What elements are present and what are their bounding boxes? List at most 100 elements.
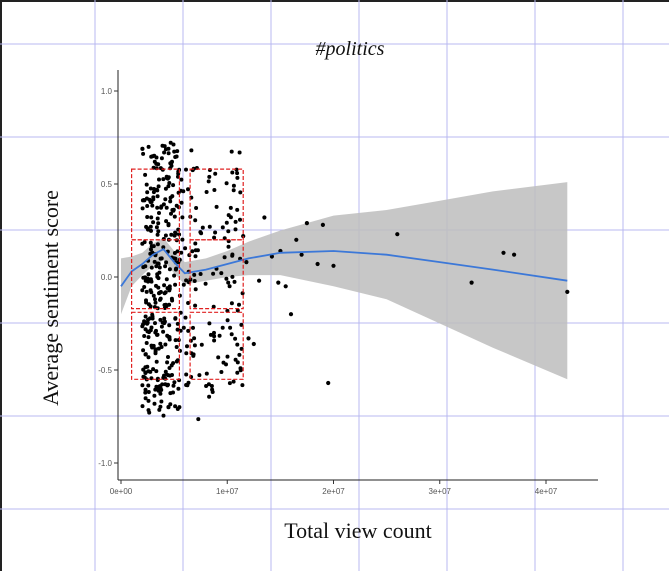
data-point (196, 417, 201, 422)
data-point (162, 283, 167, 288)
data-point (155, 205, 160, 210)
data-point (230, 274, 235, 279)
data-point (141, 348, 146, 353)
data-point (211, 271, 216, 276)
data-point (192, 279, 197, 283)
data-point (219, 370, 224, 374)
data-point (193, 254, 198, 259)
data-point (171, 183, 176, 188)
data-point (164, 174, 169, 179)
data-point (212, 338, 217, 343)
data-point (183, 315, 188, 320)
data-point (143, 314, 148, 319)
data-point (237, 302, 241, 307)
data-point (156, 221, 161, 226)
data-point (146, 383, 151, 388)
data-point (162, 144, 167, 149)
data-point (193, 248, 198, 253)
y-tick-label: 0.0 (101, 273, 113, 282)
data-point (208, 332, 213, 337)
data-point (213, 171, 218, 176)
x-tick-label: 4e+07 (535, 487, 558, 496)
data-point (198, 230, 203, 235)
data-point (140, 324, 145, 329)
data-point (200, 225, 205, 230)
data-point (163, 342, 168, 347)
data-point (155, 216, 160, 221)
data-point (224, 276, 229, 281)
data-point (469, 280, 474, 285)
data-point (154, 384, 159, 389)
data-point (511, 252, 517, 257)
data-point (565, 289, 570, 294)
data-point (184, 278, 189, 283)
data-point (149, 215, 154, 220)
data-point (140, 404, 145, 409)
data-point (156, 261, 161, 266)
data-point (207, 224, 212, 229)
data-point (169, 363, 174, 368)
y-axis-label: Average sentiment score (38, 190, 63, 406)
data-point (262, 215, 267, 220)
data-point (238, 217, 242, 222)
data-point (226, 229, 231, 234)
data-point (222, 255, 227, 260)
data-point (228, 325, 233, 330)
x-tick-label: 0e+00 (110, 487, 133, 496)
data-point (232, 279, 237, 284)
data-point (168, 402, 173, 407)
data-point (189, 148, 194, 153)
data-point (180, 215, 185, 220)
data-point (167, 323, 172, 328)
y-tick-label: -1.0 (98, 459, 112, 468)
data-point (148, 240, 153, 245)
data-point (239, 322, 244, 327)
data-point (230, 253, 235, 258)
data-point (145, 329, 150, 334)
data-point (165, 360, 170, 365)
data-point (146, 272, 151, 277)
data-point (157, 265, 162, 270)
data-point (143, 390, 148, 395)
data-point (174, 359, 179, 364)
data-point (143, 172, 148, 177)
data-point (193, 303, 198, 308)
data-point (166, 373, 170, 378)
data-point (143, 352, 148, 357)
data-point (235, 175, 240, 180)
data-point (166, 355, 170, 359)
data-point (163, 302, 168, 307)
data-point (176, 386, 181, 391)
data-point (238, 190, 243, 195)
data-point (146, 335, 151, 340)
data-point (197, 373, 202, 378)
data-point (172, 214, 177, 219)
smooth-line (120, 247, 568, 287)
data-point (180, 237, 185, 242)
data-point (167, 284, 172, 289)
data-point (220, 225, 225, 230)
data-point (153, 330, 158, 335)
data-point (148, 186, 153, 191)
data-point (213, 230, 218, 235)
data-point (173, 404, 178, 409)
data-point (145, 321, 150, 326)
data-point (144, 341, 149, 345)
data-point (172, 273, 177, 278)
data-point (151, 343, 156, 348)
data-point (148, 288, 153, 293)
data-point (147, 197, 152, 202)
data-point (153, 297, 157, 302)
data-point (235, 360, 240, 365)
data-point (224, 220, 229, 225)
data-point (175, 149, 180, 154)
data-point (233, 219, 238, 224)
data-point (153, 300, 158, 305)
data-point (177, 232, 182, 237)
data-point (145, 215, 150, 219)
data-point (198, 272, 203, 276)
data-point (159, 387, 164, 392)
x-tick-label: 2e+07 (322, 487, 345, 496)
data-point (143, 396, 148, 401)
data-point (225, 354, 230, 359)
